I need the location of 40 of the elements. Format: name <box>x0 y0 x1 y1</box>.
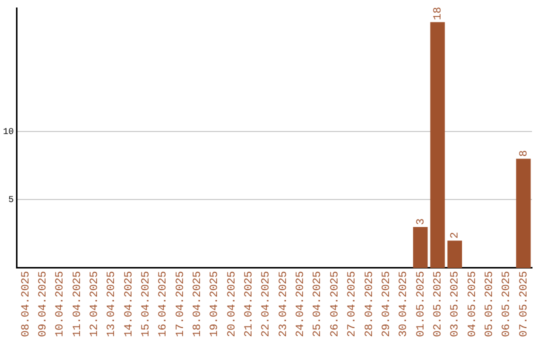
x-tick-label: 08.04.2025 <box>20 270 32 338</box>
x-tick-label: 29.04.2025 <box>380 270 393 338</box>
x-tick-label: 24.04.2025 <box>295 270 308 338</box>
x-tick-label: 30.04.2025 <box>398 270 410 338</box>
x-tick-label: 11.04.2025 <box>72 270 84 338</box>
bar <box>516 158 531 268</box>
y-tick-label: 10 <box>2 126 14 137</box>
x-tick-label: 28.04.2025 <box>364 270 376 338</box>
x-tick-label: 22.04.2025 <box>260 270 273 338</box>
x-tick-label: 10.04.2025 <box>54 270 67 338</box>
y-tick-label: 5 <box>8 195 14 206</box>
x-tick-label: 12.04.2025 <box>88 270 101 338</box>
x-tick-label: 13.04.2025 <box>106 270 118 338</box>
x-tick-label: 23.04.2025 <box>278 270 290 338</box>
x-tick-label: 25.04.2025 <box>312 270 324 338</box>
x-tick-label: 26.04.2025 <box>329 270 342 338</box>
x-tick-label: 27.04.2025 <box>346 270 359 338</box>
bar <box>413 227 428 268</box>
x-tick-label: 04.05.2025 <box>466 270 479 338</box>
x-tick-label: 01.05.2025 <box>415 270 428 338</box>
x-tick-label: 06.05.2025 <box>501 270 514 338</box>
data-label: 2 <box>450 232 462 239</box>
x-tick-label: 14.04.2025 <box>123 270 136 338</box>
x-tick-label: 02.05.2025 <box>432 270 444 338</box>
data-label: 3 <box>415 218 428 225</box>
x-tick-label: 09.04.2025 <box>37 270 50 338</box>
x-tick-label: 18.04.2025 <box>192 270 204 338</box>
x-tick-label: 05.05.2025 <box>484 270 496 338</box>
x-tick-label: 19.04.2025 <box>209 270 222 338</box>
data-label: 18 <box>432 6 444 20</box>
x-tick-label: 07.05.2025 <box>518 270 530 338</box>
bar <box>447 240 462 268</box>
x-tick-label: 15.04.2025 <box>140 270 153 338</box>
data-label: 8 <box>518 150 530 157</box>
x-tick-label: 16.04.2025 <box>158 270 170 338</box>
x-tick-label: 03.05.2025 <box>450 270 462 338</box>
x-tick-label: 17.04.2025 <box>174 270 187 338</box>
x-tick-label: 20.04.2025 <box>226 270 238 338</box>
x-tick-label: 21.04.2025 <box>244 270 256 338</box>
bar <box>430 22 445 268</box>
